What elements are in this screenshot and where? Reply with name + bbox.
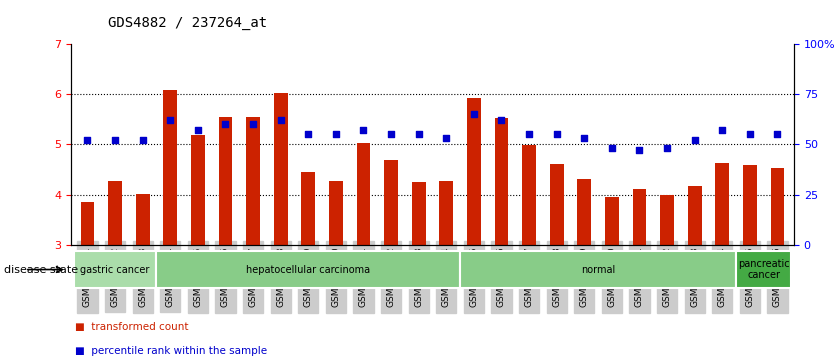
Point (274, 117, 287, 123)
Point (163, 117, 177, 123)
Bar (274, 93, 288, 245)
FancyBboxPatch shape (157, 251, 460, 288)
Text: gastric cancer: gastric cancer (80, 265, 150, 274)
Point (633, 147, 646, 153)
FancyBboxPatch shape (460, 251, 736, 288)
Point (716, 127, 729, 133)
Point (771, 131, 784, 137)
Point (329, 131, 343, 137)
Point (440, 135, 453, 141)
Point (467, 111, 480, 117)
Bar (688, 185, 701, 245)
Text: disease state: disease state (4, 265, 78, 274)
Point (688, 137, 701, 143)
Point (550, 131, 563, 137)
Point (578, 135, 591, 141)
Bar (661, 195, 674, 245)
Point (302, 131, 315, 137)
Bar (191, 135, 204, 245)
Point (357, 127, 370, 133)
Point (661, 146, 674, 151)
Bar (440, 180, 453, 245)
Point (743, 131, 756, 137)
Text: ■  percentile rank within the sample: ■ percentile rank within the sample (75, 346, 267, 356)
Point (191, 127, 204, 133)
Bar (108, 180, 122, 245)
Point (495, 117, 508, 123)
Bar (384, 160, 398, 245)
Bar (356, 143, 370, 245)
Text: normal: normal (581, 265, 615, 274)
Bar (136, 193, 149, 245)
Bar (495, 118, 509, 245)
Point (246, 121, 259, 127)
Text: ■  transformed count: ■ transformed count (75, 322, 188, 332)
Bar (771, 168, 784, 245)
Point (605, 146, 619, 151)
Point (384, 131, 398, 137)
Text: GDS4882 / 237264_at: GDS4882 / 237264_at (108, 16, 268, 30)
FancyBboxPatch shape (73, 251, 157, 288)
Bar (412, 182, 425, 245)
Point (136, 137, 149, 143)
Point (412, 131, 425, 137)
Text: hepatocellular carcinoma: hepatocellular carcinoma (246, 265, 370, 274)
Bar (329, 180, 343, 245)
Bar (246, 117, 260, 245)
Bar (550, 164, 564, 245)
Bar (522, 145, 536, 245)
Bar (577, 179, 591, 245)
Bar (301, 172, 315, 245)
Point (219, 121, 232, 127)
Bar (219, 117, 233, 245)
Bar (81, 202, 94, 245)
Bar (467, 98, 480, 245)
Bar (163, 90, 177, 245)
Bar (716, 163, 729, 245)
Point (108, 137, 122, 143)
Bar (743, 166, 756, 245)
Text: pancreatic
cancer: pancreatic cancer (738, 259, 790, 280)
FancyBboxPatch shape (736, 251, 791, 288)
Bar (605, 197, 619, 245)
Bar (632, 189, 646, 245)
Point (81, 137, 94, 143)
Point (522, 131, 535, 137)
